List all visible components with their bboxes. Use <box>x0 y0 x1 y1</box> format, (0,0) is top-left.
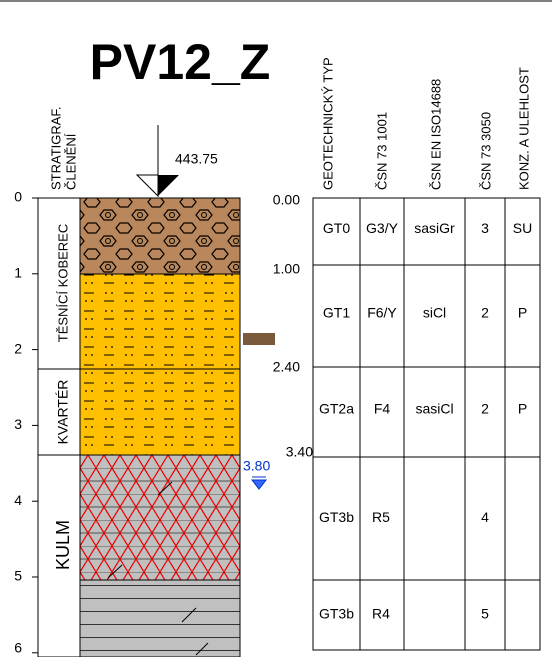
elevation-marker <box>158 175 179 196</box>
table-cell: P <box>518 401 527 417</box>
table-cell: 4 <box>481 509 489 525</box>
depth-label: 3 <box>14 416 22 432</box>
table-cell: 3 <box>481 220 489 236</box>
strat-unit: TĚSNÍCÍ KOBEREC <box>55 224 70 342</box>
layer-clay <box>80 274 240 369</box>
table-cell: sasiCl <box>415 401 453 417</box>
table-cell: sasiGr <box>414 220 455 236</box>
depth-label: 5 <box>14 568 22 584</box>
table-cell: 2 <box>481 401 489 417</box>
sample-marker <box>243 333 275 345</box>
layer-clay <box>80 369 240 455</box>
table-cell: F6/Y <box>367 305 397 321</box>
water-marker <box>252 480 266 489</box>
borehole-log: PV12_Z STRATIGRAF. ČLENĚNÍ GEOTECHNICKÝ … <box>0 0 552 657</box>
table: GT0 G3/Y sasiGr 3 SU GT1 F6/Y siCl 2 P GT2a F4 sasiC… <box>313 198 540 650</box>
elevation: 443.75 <box>175 151 218 167</box>
header: ČSN EN ISO14688 <box>428 79 443 190</box>
header: ČSN 73 1001 <box>374 112 389 190</box>
table-cell: GT3b <box>319 606 354 622</box>
depth-ticks: 0 1 2 3 4 5 6 <box>14 189 38 656</box>
header: STRATIGRAF. <box>48 106 63 190</box>
table-cell: R4 <box>372 606 390 622</box>
depth-label: 4 <box>14 492 22 508</box>
table-border <box>313 198 540 650</box>
table-cell: G3/Y <box>366 220 399 236</box>
strat-unit: KVARTÉR <box>55 380 71 445</box>
header: GEOTECHNICKÝ TYP <box>320 57 335 190</box>
header: ČSN 73 3050 <box>478 112 493 190</box>
layer-rock <box>80 580 240 657</box>
layer-depth: 2.40 <box>273 359 300 375</box>
table-cell: GT1 <box>323 305 350 321</box>
table-cell: GT3b <box>319 509 354 525</box>
table-cell: F4 <box>374 401 391 417</box>
table-cell: 2 <box>481 305 489 321</box>
layer-rock <box>80 455 240 580</box>
depth-label: 2 <box>14 340 22 356</box>
header: KONZ. A ULEHLOST <box>516 67 531 190</box>
water-level: 3.80 <box>243 458 270 474</box>
table-cell: P <box>518 305 527 321</box>
table-cell: siCl <box>423 305 446 321</box>
depth-label: 6 <box>14 640 22 656</box>
elevation-marker <box>137 175 158 196</box>
layer-depth: 3.40 <box>286 444 313 460</box>
table-cell: GT2a <box>319 401 354 417</box>
table-cell: GT0 <box>323 220 350 236</box>
depth-label: 0 <box>14 189 22 205</box>
depth-label: 1 <box>14 265 22 281</box>
table-cell: 5 <box>481 606 489 622</box>
title: PV12_Z <box>90 34 271 90</box>
table-cell: SU <box>513 220 532 236</box>
layer-gravel <box>80 198 240 274</box>
table-cell: R5 <box>372 509 390 525</box>
strat-unit: KULM <box>53 520 73 570</box>
layer-depth: 0.00 <box>273 192 300 208</box>
header: ČLENĚNÍ <box>63 133 78 190</box>
layer-depth: 1.00 <box>273 261 300 277</box>
